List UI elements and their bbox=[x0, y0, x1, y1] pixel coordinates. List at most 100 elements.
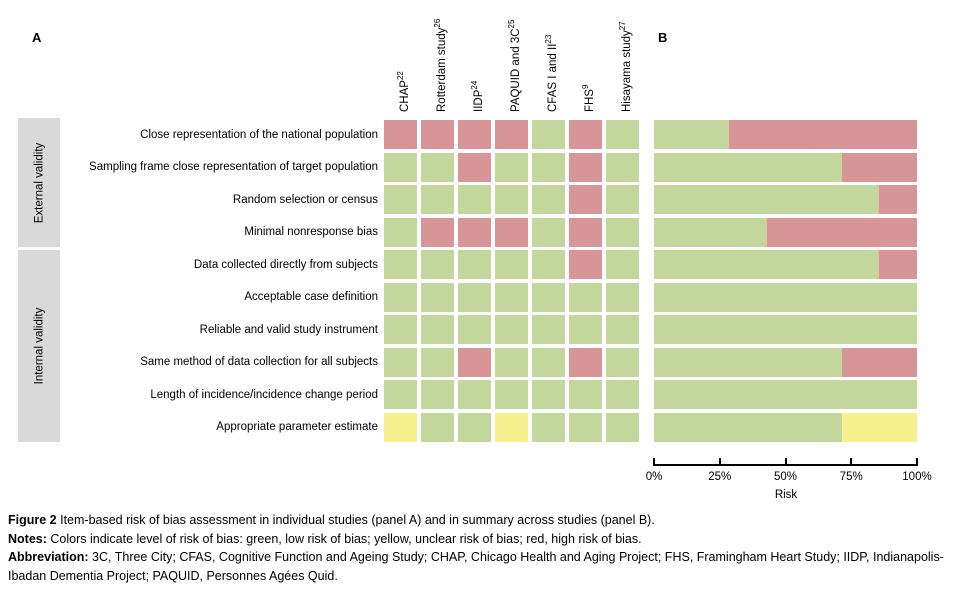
bar-segment-high bbox=[766, 217, 917, 247]
risk-cell-low bbox=[606, 152, 639, 182]
summary-bar bbox=[654, 120, 917, 149]
risk-cell-low bbox=[384, 315, 417, 344]
summary-bar bbox=[654, 380, 917, 409]
risk-cell-low bbox=[421, 282, 454, 312]
risk-cell-low bbox=[421, 380, 454, 409]
risk-cell-low bbox=[569, 315, 602, 344]
panel-a-label: A bbox=[32, 30, 42, 45]
risk-cell-low bbox=[606, 315, 639, 344]
risk-cell-low bbox=[569, 412, 602, 442]
study-reference-number: 9 bbox=[580, 84, 590, 89]
risk-cell-low bbox=[606, 380, 639, 409]
risk-cell-low bbox=[421, 347, 454, 377]
caption-abbreviation-line: Abbreviation: 3C, Three City; CFAS, Cogn… bbox=[8, 548, 956, 585]
item-label: Length of incidence/incidence change per… bbox=[150, 388, 378, 401]
risk-cell-low bbox=[532, 282, 565, 312]
risk-cell-low bbox=[495, 152, 528, 182]
caption-notes-text: Colors indicate level of risk of bias: g… bbox=[46, 531, 642, 546]
risk-cell-low bbox=[532, 217, 565, 247]
risk-cell-high bbox=[569, 120, 602, 149]
risk-cell-low bbox=[606, 217, 639, 247]
risk-cell-high bbox=[569, 185, 602, 214]
risk-cell-high bbox=[569, 250, 602, 279]
validity-group-box: Internal validity bbox=[18, 250, 60, 442]
item-label: Acceptable case definition bbox=[244, 291, 378, 303]
risk-cell-low bbox=[532, 152, 565, 182]
study-header: PAQUID and 3C25 bbox=[505, 2, 522, 112]
risk-cell-low bbox=[495, 282, 528, 312]
summary-bar bbox=[654, 412, 917, 442]
study-header: CFAS I and II23 bbox=[542, 2, 559, 112]
risk-cell-low bbox=[384, 347, 417, 377]
caption-figure-text: Item-based risk of bias assessment in in… bbox=[56, 513, 655, 527]
risk-cell-low bbox=[384, 152, 417, 182]
risk-cell-low bbox=[384, 217, 417, 247]
axis-tick-label: 25% bbox=[708, 471, 732, 483]
bar-segment-unclear bbox=[841, 412, 917, 442]
bar-segment-low bbox=[654, 250, 880, 279]
risk-cell-low bbox=[458, 412, 491, 442]
risk-cell-low bbox=[384, 282, 417, 312]
study-name: FHS bbox=[583, 89, 596, 112]
risk-cell-high bbox=[421, 217, 454, 247]
risk-cell-low bbox=[532, 380, 565, 409]
study-reference-number: 25 bbox=[506, 19, 516, 29]
axis-tick bbox=[916, 458, 918, 466]
caption-abbreviation-label: Abbreviation: bbox=[8, 550, 89, 564]
risk-cell-high bbox=[495, 217, 528, 247]
item-label: Same method of data collection for all s… bbox=[140, 356, 378, 368]
item-label: Sampling frame close representation of t… bbox=[89, 161, 378, 173]
bar-segment-high bbox=[729, 120, 917, 149]
bar-segment-low bbox=[654, 380, 917, 409]
study-header: Rotterdam study26 bbox=[431, 2, 448, 112]
risk-cell-low bbox=[495, 315, 528, 344]
risk-cell-low bbox=[606, 282, 639, 312]
risk-cell-low bbox=[458, 185, 491, 214]
risk-cell-low bbox=[606, 347, 639, 377]
risk-axis-title: Risk bbox=[774, 489, 798, 501]
axis-tick bbox=[653, 458, 655, 466]
bar-segment-low bbox=[654, 185, 880, 214]
axis-tick-label: 100% bbox=[902, 471, 932, 483]
study-name: Hisayama study bbox=[620, 30, 633, 112]
study-header: CHAP22 bbox=[394, 2, 411, 112]
axis-tick-label: 0% bbox=[645, 471, 663, 483]
item-label: Data collected directly from subjects bbox=[193, 258, 378, 271]
study-reference-number: 22 bbox=[395, 71, 405, 81]
risk-cell-low bbox=[606, 120, 639, 149]
risk-cell-low bbox=[532, 412, 565, 442]
bar-segment-high bbox=[879, 250, 917, 279]
risk-cell-high bbox=[458, 152, 491, 182]
validity-group-box: External validity bbox=[18, 118, 60, 247]
risk-cell-low bbox=[458, 250, 491, 279]
study-header: IIDP24 bbox=[468, 2, 485, 112]
validity-group-label: Internal validity bbox=[33, 307, 45, 385]
risk-cell-low bbox=[606, 250, 639, 279]
risk-cell-low bbox=[606, 185, 639, 214]
summary-bar bbox=[654, 250, 917, 279]
risk-cell-high bbox=[384, 120, 417, 149]
item-label: Random selection or census bbox=[232, 193, 378, 206]
study-reference-number: 23 bbox=[543, 34, 553, 44]
bar-segment-high bbox=[879, 185, 917, 214]
risk-cell-high bbox=[569, 347, 602, 377]
risk-cell-high bbox=[495, 120, 528, 149]
bar-segment-low bbox=[654, 152, 842, 182]
caption-figure-label: Figure 2 bbox=[8, 513, 57, 527]
caption-figure-line: Figure 2 Item-based risk of bias assessm… bbox=[8, 511, 956, 530]
risk-cell-high bbox=[569, 217, 602, 247]
risk-cell-low bbox=[421, 315, 454, 344]
study-name: IIDP bbox=[472, 89, 485, 112]
study-name: CHAP bbox=[398, 80, 411, 112]
risk-cell-low bbox=[532, 120, 565, 149]
risk-cell-low bbox=[384, 250, 417, 279]
bar-segment-high bbox=[841, 347, 917, 377]
risk-cell-low bbox=[421, 250, 454, 279]
caption-notes-label: Notes: bbox=[8, 531, 47, 546]
axis-tick bbox=[784, 458, 787, 466]
bar-segment-low bbox=[654, 347, 842, 377]
risk-cell-low bbox=[569, 282, 602, 312]
bar-segment-low bbox=[654, 217, 767, 247]
risk-cell-low bbox=[458, 380, 491, 409]
